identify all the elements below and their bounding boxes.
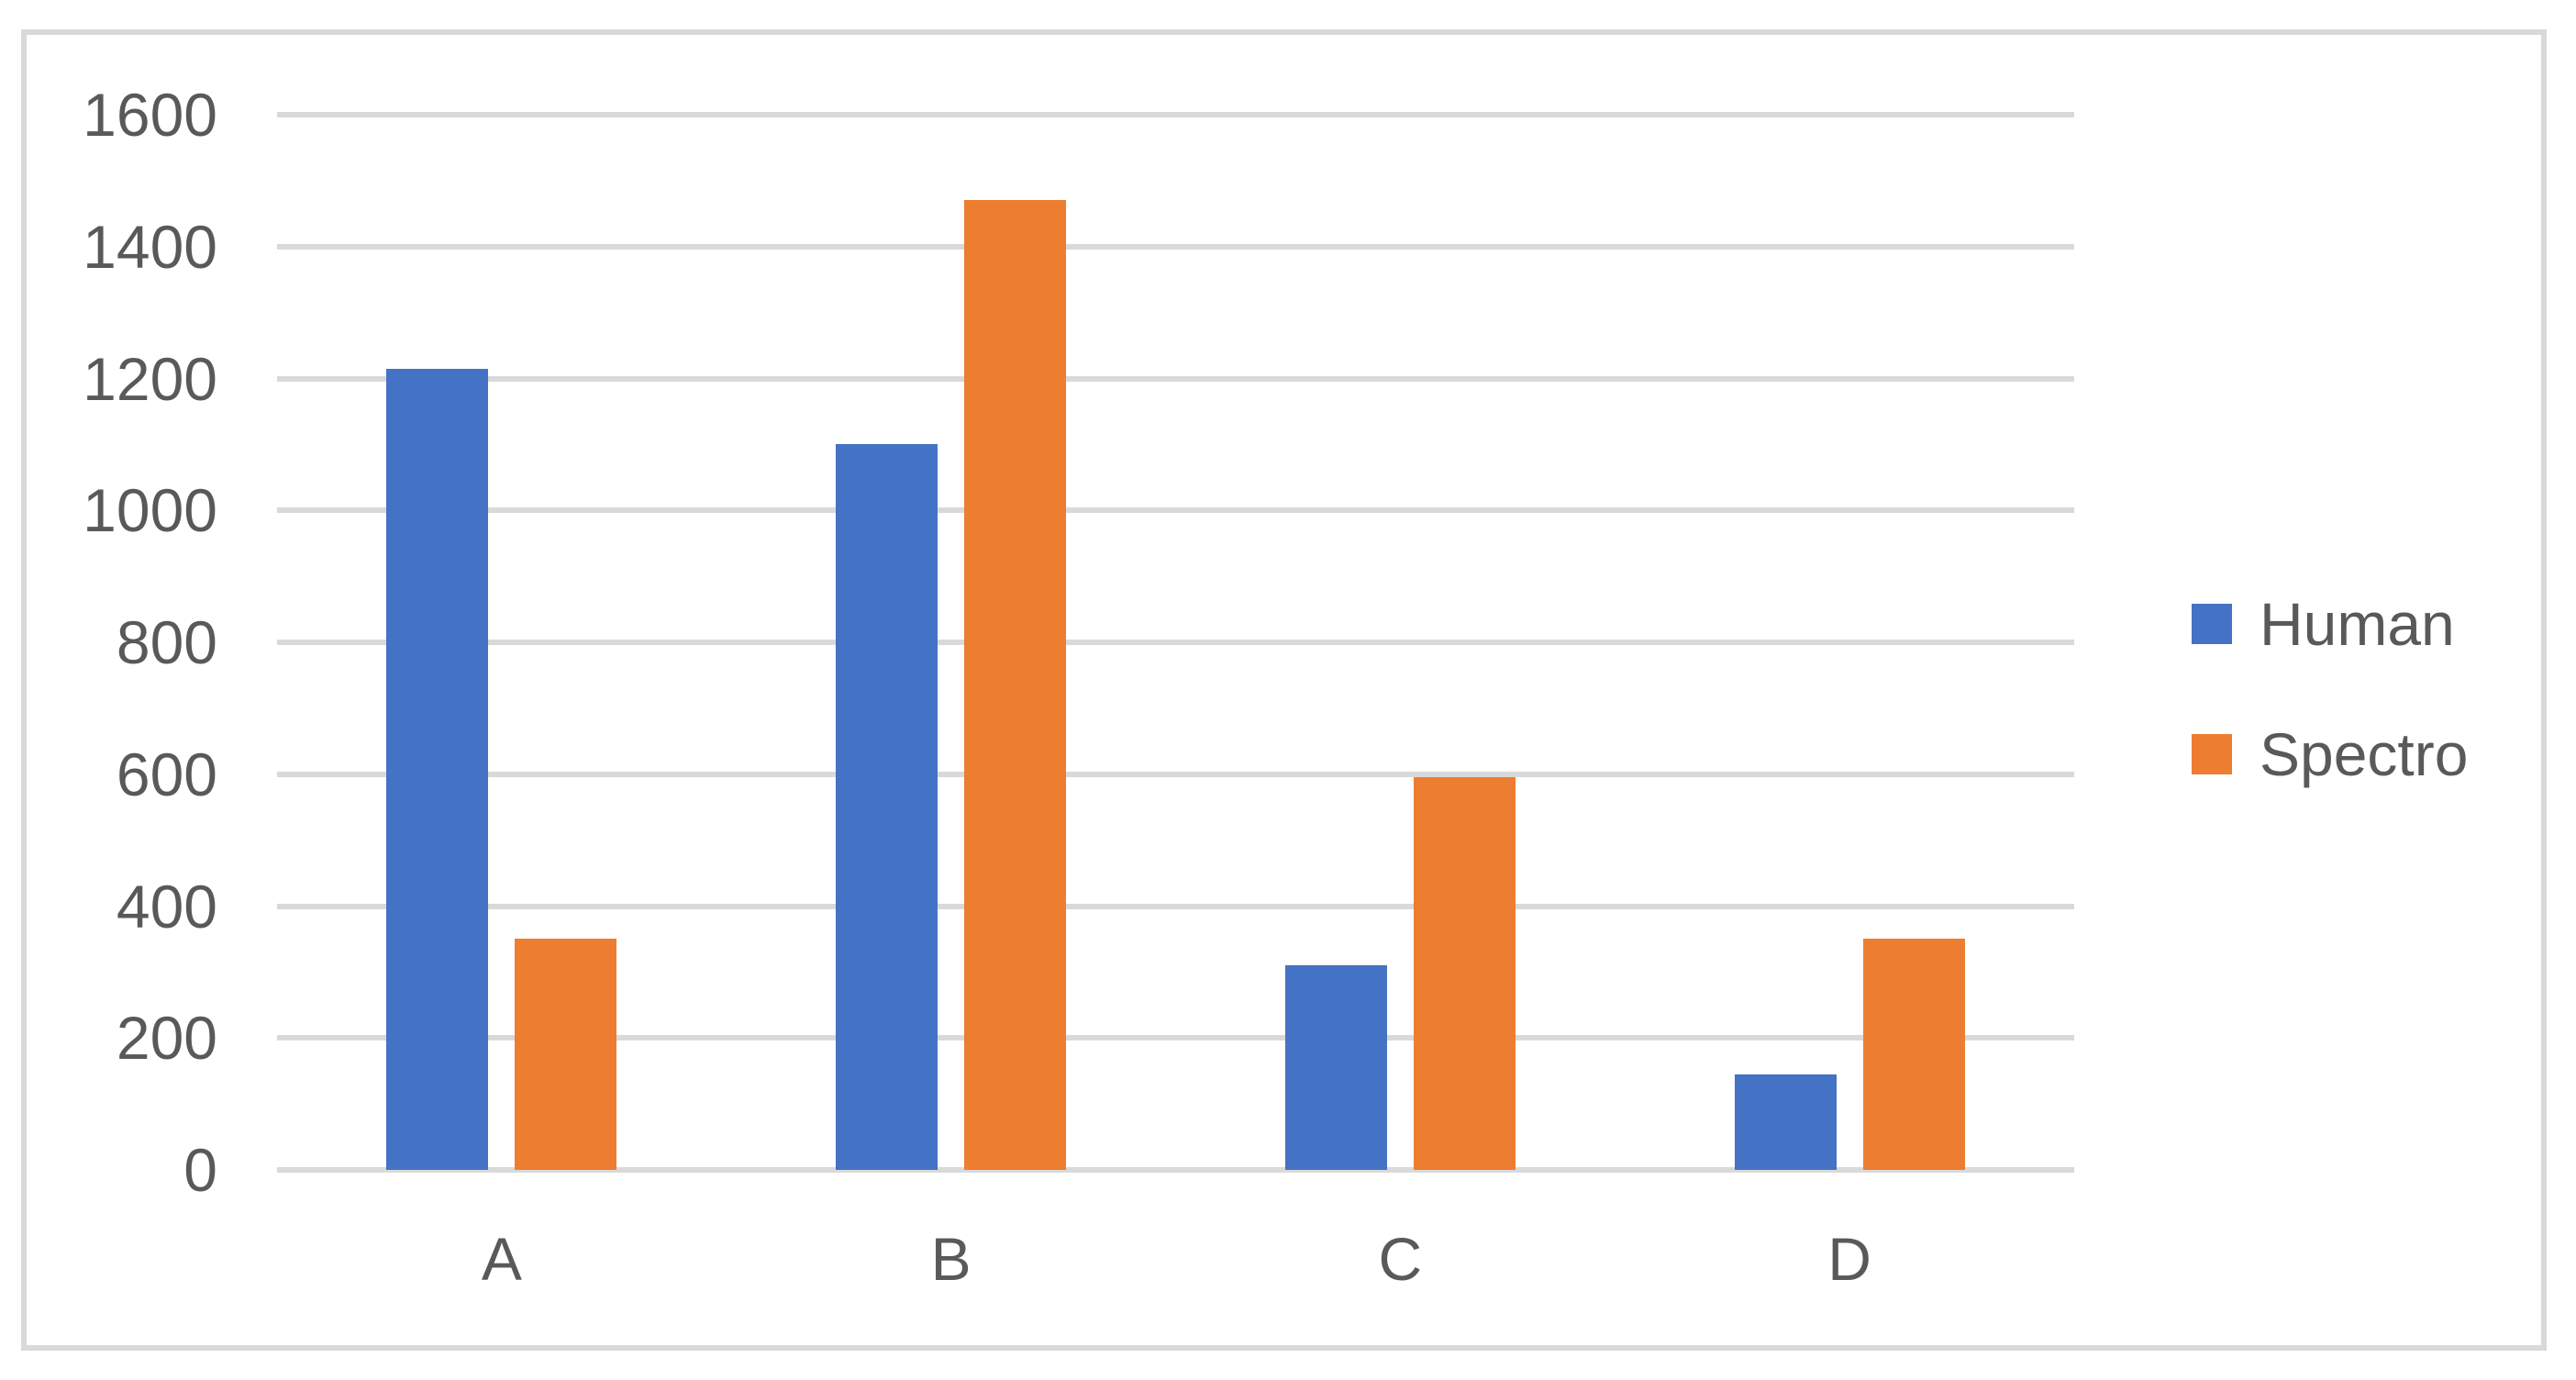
legend-label-human: Human	[2260, 590, 2455, 658]
y-tick-label-1000: 1000	[83, 476, 217, 545]
y-tick-label-600: 600	[116, 740, 217, 808]
y-tick-label-1400: 1400	[83, 212, 217, 281]
x-tick-label-c: C	[1378, 1225, 1423, 1293]
gridline-1400	[277, 243, 2074, 250]
y-tick-label-400: 400	[116, 872, 217, 940]
y-tick-label-0: 0	[183, 1136, 217, 1204]
x-tick-label-b: B	[930, 1225, 972, 1293]
bar-human-d	[1734, 1074, 1837, 1170]
legend-item-spectro: Spectro	[2192, 724, 2468, 785]
x-tick-label-d: D	[1827, 1225, 1871, 1293]
y-tick-label-200: 200	[116, 1004, 217, 1073]
legend-label-spectro: Spectro	[2260, 720, 2469, 788]
bar-human-a	[386, 368, 489, 1170]
legend-swatch-spectro	[2192, 734, 2232, 774]
bar-spectro-c	[1413, 777, 1516, 1170]
gridline-1200	[277, 375, 2074, 382]
bar-spectro-d	[1862, 939, 1965, 1170]
y-tick-label-1200: 1200	[83, 344, 217, 413]
gridline-200	[277, 1035, 2074, 1041]
bar-human-b	[836, 444, 938, 1170]
bar-spectro-b	[964, 200, 1067, 1170]
bar-spectro-a	[515, 939, 617, 1170]
gridline-800	[277, 640, 2074, 645]
legend-item-human: Human	[2192, 594, 2455, 654]
gridline-400	[277, 903, 2074, 909]
gridline-1000	[277, 507, 2074, 514]
gridline-600	[277, 771, 2074, 777]
gridline-1600	[277, 112, 2074, 117]
gridline-0	[277, 1167, 2074, 1173]
bar-human-c	[1284, 965, 1387, 1170]
legend-swatch-human	[2192, 604, 2232, 644]
y-tick-label-800: 800	[116, 608, 217, 676]
x-tick-label-a: A	[481, 1225, 522, 1293]
y-tick-label-1600: 1600	[83, 81, 217, 149]
